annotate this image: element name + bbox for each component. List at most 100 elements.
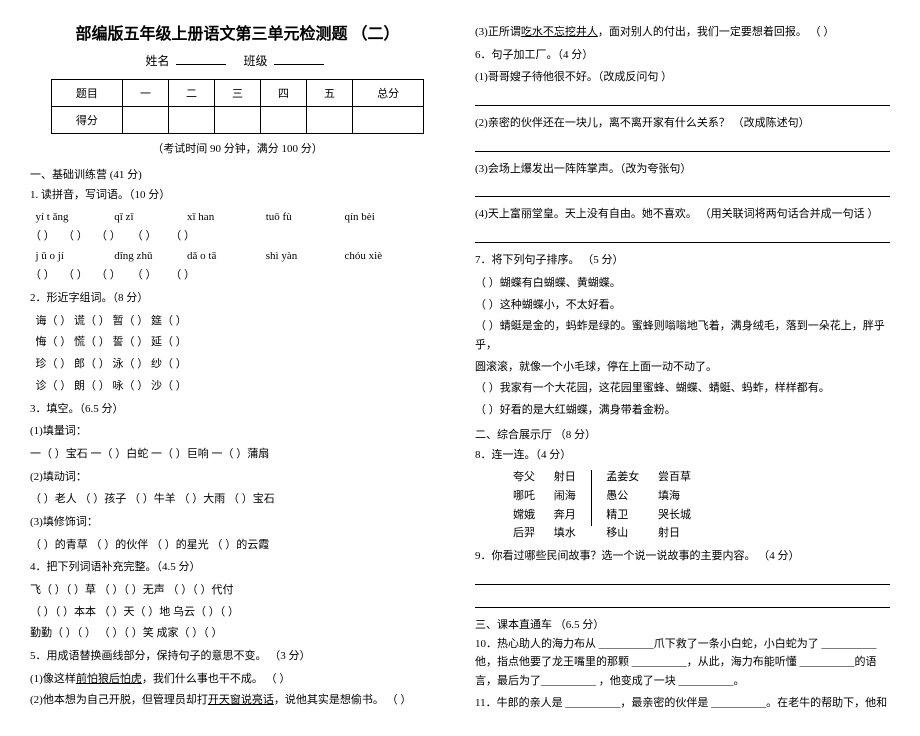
q6-4: (4)天上富丽堂皇。天上没有自由。她不喜欢。 （用关联词将两句话合并成一句话 ） — [475, 205, 890, 224]
exam-note: （考试时间 90 分钟，满分 100 分） — [30, 140, 445, 156]
answer-line — [475, 593, 890, 608]
pinyin-paren-1: （ ） （ ） （ ） （ ） （ ） — [30, 228, 445, 246]
q3-2-row: （ ）老人 （ ）孩子 （ ）牛羊 （ ）大雨 （ ）宝石 — [30, 490, 445, 509]
q6-2: (2)亲密的伙伴还在一块儿，离不离开家有什么关系？ （改成陈述句） — [475, 114, 890, 133]
class-label: 班级 — [244, 54, 268, 68]
conn-col-3: 孟姜女 愚公 精卫 移山 — [598, 468, 647, 543]
conn-item: 哭长城 — [658, 506, 691, 525]
q4: 4．把下列词语补充完整。（4.5 分） — [30, 558, 445, 577]
section-3: 三、课本直通车 （6.5 分） — [475, 616, 890, 632]
th-2: 二 — [169, 80, 215, 107]
name-label: 姓名 — [145, 54, 169, 68]
py: chóu xiè — [345, 248, 383, 266]
q2-row: 诊（ ） 朗（ ） 咏（ ） 沙（ ） — [30, 377, 445, 396]
class-blank — [274, 64, 324, 65]
q9: 9．你看过哪些民间故事？选一个说一说故事的主要内容。 （4 分） — [475, 547, 890, 566]
name-class-line: 姓名 班级 — [30, 52, 445, 69]
answer-line — [475, 137, 890, 152]
conn-item: 移山 — [606, 524, 639, 543]
pinyin-row-1: yí t ǎng qī zǐ xī han tuō fù qín bèi — [30, 209, 445, 227]
conn-item: 精卫 — [606, 506, 639, 525]
answer-line — [475, 91, 890, 106]
score-row-label: 得分 — [51, 107, 122, 134]
q6: 6．句子加工厂。（4 分） — [475, 46, 890, 65]
conn-item: 孟姜女 — [606, 468, 639, 487]
conn-item: 射日 — [554, 468, 576, 487]
score-cell — [214, 107, 260, 134]
conn-item: 哪吒 — [513, 487, 535, 506]
conn-col-2: 射日 闹海 奔月 填水 — [546, 468, 584, 543]
q6-3: (3)会场上爆发出一阵阵掌声。（改为夸张句） — [475, 160, 890, 179]
q10: 10．热心助人的海力布从 __________爪下救了一条小白蛇，小白蛇为了 _… — [475, 635, 890, 691]
q8: 8．连一连。（4 分） — [475, 446, 890, 465]
doc-title: 部编版五年级上册语文第三单元检测题 （二） — [30, 20, 445, 44]
q1: 1. 读拼音，写词语。（10 分） — [30, 186, 445, 205]
q5-2: (2)他本想为自己开脱，但管理员却打开天窗说亮话，说他其实是想偷书。 （ ） — [30, 691, 445, 710]
conn-item: 愚公 — [606, 487, 639, 506]
th-3: 三 — [214, 80, 260, 107]
conn-item: 填海 — [658, 487, 691, 506]
q11: 11．牛郎的亲人是 __________，最亲密的伙伴是 __________。… — [475, 694, 890, 713]
score-cell — [169, 107, 215, 134]
th-5: 五 — [306, 80, 352, 107]
score-cell — [352, 107, 423, 134]
score-cell — [306, 107, 352, 134]
q3-2: (2)填动词： — [30, 468, 445, 487]
q7-3: （ ）蜻蜓是金的，蚂蚱是绿的。蜜蜂则嗡嗡地飞着，满身绒毛，落到一朵花上，胖乎乎， — [475, 317, 890, 354]
conn-item: 夸父 — [513, 468, 535, 487]
th-6: 总分 — [352, 80, 423, 107]
q3-1: (1)填量词： — [30, 422, 445, 441]
answer-line — [475, 228, 890, 243]
q2-row: 悔（ ） 慌（ ） 誓（ ） 延（ ） — [30, 333, 445, 352]
q7-5: （ ）好看的是大红蝴蝶，满身带着金粉。 — [475, 401, 890, 420]
conn-item: 尝百草 — [658, 468, 691, 487]
py: dǎ o tā — [187, 248, 263, 266]
score-cell — [260, 107, 306, 134]
q4-row: 飞（ ）（ ）草 （ ）（ ）无声 （ ）（ ）代付 — [30, 581, 445, 600]
th-1: 一 — [123, 80, 169, 107]
conn-col-4: 尝百草 填海 哭长城 射日 — [650, 468, 699, 543]
th-4: 四 — [260, 80, 306, 107]
th-0: 题目 — [51, 80, 122, 107]
q7-3b: 圆滚滚，就像一个小毛球，停在上面一动不动了。 — [475, 358, 890, 377]
q2-row: 珍（ ） 郎（ ） 泳（ ） 纱（ ） — [30, 355, 445, 374]
py: qī zǐ — [114, 209, 184, 227]
conn-item: 奔月 — [554, 506, 576, 525]
section-2: 二、综合展示厅 （8 分） — [475, 426, 890, 442]
py: shì yàn — [266, 248, 342, 266]
pinyin-paren-2: （ ） （ ） （ ） （ ） （ ） — [30, 267, 445, 285]
py: yí t ǎng — [36, 209, 112, 227]
q6-1: (1)哥哥嫂子待他很不好。（改成反问句 ） — [475, 68, 890, 87]
section-1: 一、基础训练营 (41 分) — [30, 166, 445, 182]
q5: 5．用成语替换画线部分，保持句子的意思不变。 （3 分） — [30, 647, 445, 666]
q3: 3．填空。（6.5 分） — [30, 400, 445, 419]
score-value-row: 得分 — [51, 107, 424, 134]
q7-1: （ ）蝴蝶有白蝴蝶、黄蝴蝶。 — [475, 274, 890, 293]
conn-col-1: 夸父 哪吒 嫦娥 后羿 — [505, 468, 543, 543]
q2-row: 诲（ ） 谎（ ） 暂（ ） 筵（ ） — [30, 312, 445, 331]
q3-1-row: 一（ ）宝石 一（ ）白蛇 一（ ）巨响 一（ ）蒲扇 — [30, 445, 445, 464]
py: tuō fù — [266, 209, 342, 227]
conn-item: 闹海 — [554, 487, 576, 506]
py: xī han — [187, 209, 263, 227]
q7-4: （ ）我家有一个大花园，这花园里蜜蜂、蝴蝶、蜻蜓、蚂蚱，样样都有。 — [475, 379, 890, 398]
right-column: (3)正所谓吃水不忘挖井人，面对别人的付出，我们一定要想着回报。 （ ） 6．句… — [475, 20, 890, 716]
q5-3: (3)正所谓吃水不忘挖井人，面对别人的付出，我们一定要想着回报。 （ ） — [475, 23, 890, 42]
py: dīng zhǔ — [114, 248, 184, 266]
conn-divider — [591, 470, 592, 526]
name-blank — [176, 64, 226, 65]
py: qín bèi — [345, 209, 375, 227]
pinyin-row-2: j ǔ o jí dīng zhǔ dǎ o tā shì yàn chóu x… — [30, 248, 445, 266]
q3-3: (3)填修饰词： — [30, 513, 445, 532]
answer-line — [475, 182, 890, 197]
conn-item: 射日 — [658, 524, 691, 543]
answer-line — [475, 570, 890, 585]
matching-block: 夸父 哪吒 嫦娥 后羿 射日 闹海 奔月 填水 孟姜女 愚公 精卫 移山 尝百草… — [505, 468, 890, 543]
conn-item: 后羿 — [513, 524, 535, 543]
conn-item: 嫦娥 — [513, 506, 535, 525]
q4-row: 勤勤（ ）（ ） （ ）（ ）笑 成家（ ）（ ） — [30, 624, 445, 643]
conn-item: 填水 — [554, 524, 576, 543]
q7-2: （ ）这种蝴蝶小，不太好看。 — [475, 296, 890, 315]
score-table: 题目 一 二 三 四 五 总分 得分 — [51, 79, 425, 134]
q3-3-row: （ ）的青草 （ ）的伙伴 （ ）的星光 （ ）的云霞 — [30, 536, 445, 555]
